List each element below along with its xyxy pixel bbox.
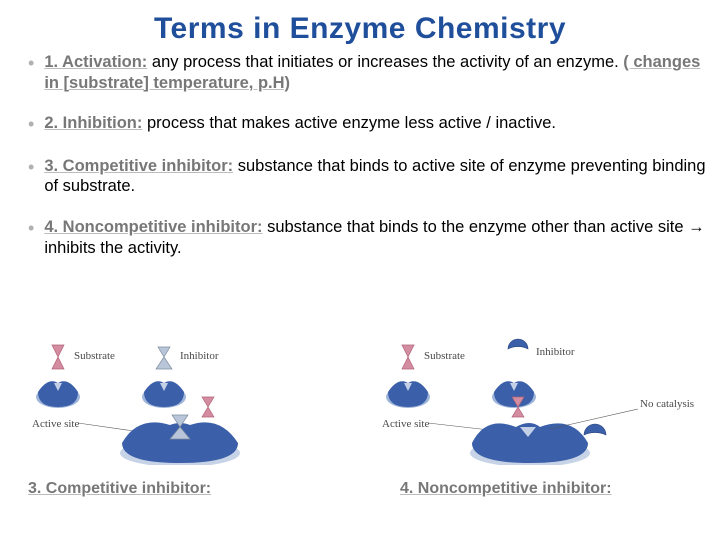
bullet-text: 1. Activation: any process that initiate…: [44, 52, 706, 93]
bullet-list: • 1. Activation: any process that initia…: [0, 52, 720, 258]
active-site-label-group: Active site: [382, 418, 498, 431]
no-catalysis-label-group: No catalysis: [550, 398, 694, 429]
term-label: 4. Noncompetitive inhibitor:: [44, 218, 262, 236]
bullet-text: 4. Noncompetitive inhibitor: substance t…: [44, 217, 706, 258]
substrate-label: Substrate: [74, 350, 115, 362]
no-catalysis-label: No catalysis: [640, 398, 694, 410]
bullet-item: • 1. Activation: any process that initia…: [28, 52, 706, 93]
bullet-dot-icon: •: [28, 217, 44, 258]
bullet-dot-icon: •: [28, 52, 44, 93]
inhibitor-label: Inhibitor: [536, 346, 575, 358]
competitive-substrate-icon: Substrate: [36, 345, 115, 408]
term-label: 2. Inhibition:: [44, 114, 142, 132]
term-body: any process that initiates or increases …: [147, 53, 623, 71]
term-label: 3. Competitive inhibitor:: [44, 157, 233, 175]
noncompetitive-inhibitor-icon: Inhibitor: [492, 339, 575, 408]
figure-row: Substrate Inhibitor Active site: [0, 335, 720, 500]
active-site-label: Active site: [382, 418, 429, 430]
bullet-item: • 2. Inhibition: process that makes acti…: [28, 113, 706, 136]
figure-competitive: Substrate Inhibitor Active site: [30, 335, 360, 455]
term-body: process that makes active enzyme less ac…: [142, 114, 556, 132]
bullet-text: 2. Inhibition: process that makes active…: [44, 113, 706, 136]
caption-noncompetitive: 4. Noncompetitive inhibitor:: [400, 480, 612, 498]
competitive-result-icon: [120, 397, 240, 465]
active-site-label: Active site: [32, 418, 79, 430]
bullet-item: • 4. Noncompetitive inhibitor: substance…: [28, 217, 706, 258]
substrate-label: Substrate: [424, 350, 465, 362]
caption-competitive: 3. Competitive inhibitor:: [28, 480, 211, 498]
bullet-dot-icon: •: [28, 113, 44, 136]
noncompetitive-result-icon: [470, 397, 606, 465]
bullet-dot-icon: •: [28, 156, 44, 197]
bullet-item: • 3. Competitive inhibitor: substance th…: [28, 156, 706, 197]
inhibitor-label: Inhibitor: [180, 350, 219, 362]
bullet-text: 3. Competitive inhibitor: substance that…: [44, 156, 706, 197]
slide: Terms in Enzyme Chemistry • 1. Activatio…: [0, 0, 720, 540]
slide-title: Terms in Enzyme Chemistry: [0, 0, 720, 52]
figure-noncompetitive: Substrate Inhibitor Active site: [380, 335, 710, 455]
term-label: 1. Activation:: [44, 53, 147, 71]
noncompetitive-substrate-icon: Substrate: [386, 345, 465, 408]
